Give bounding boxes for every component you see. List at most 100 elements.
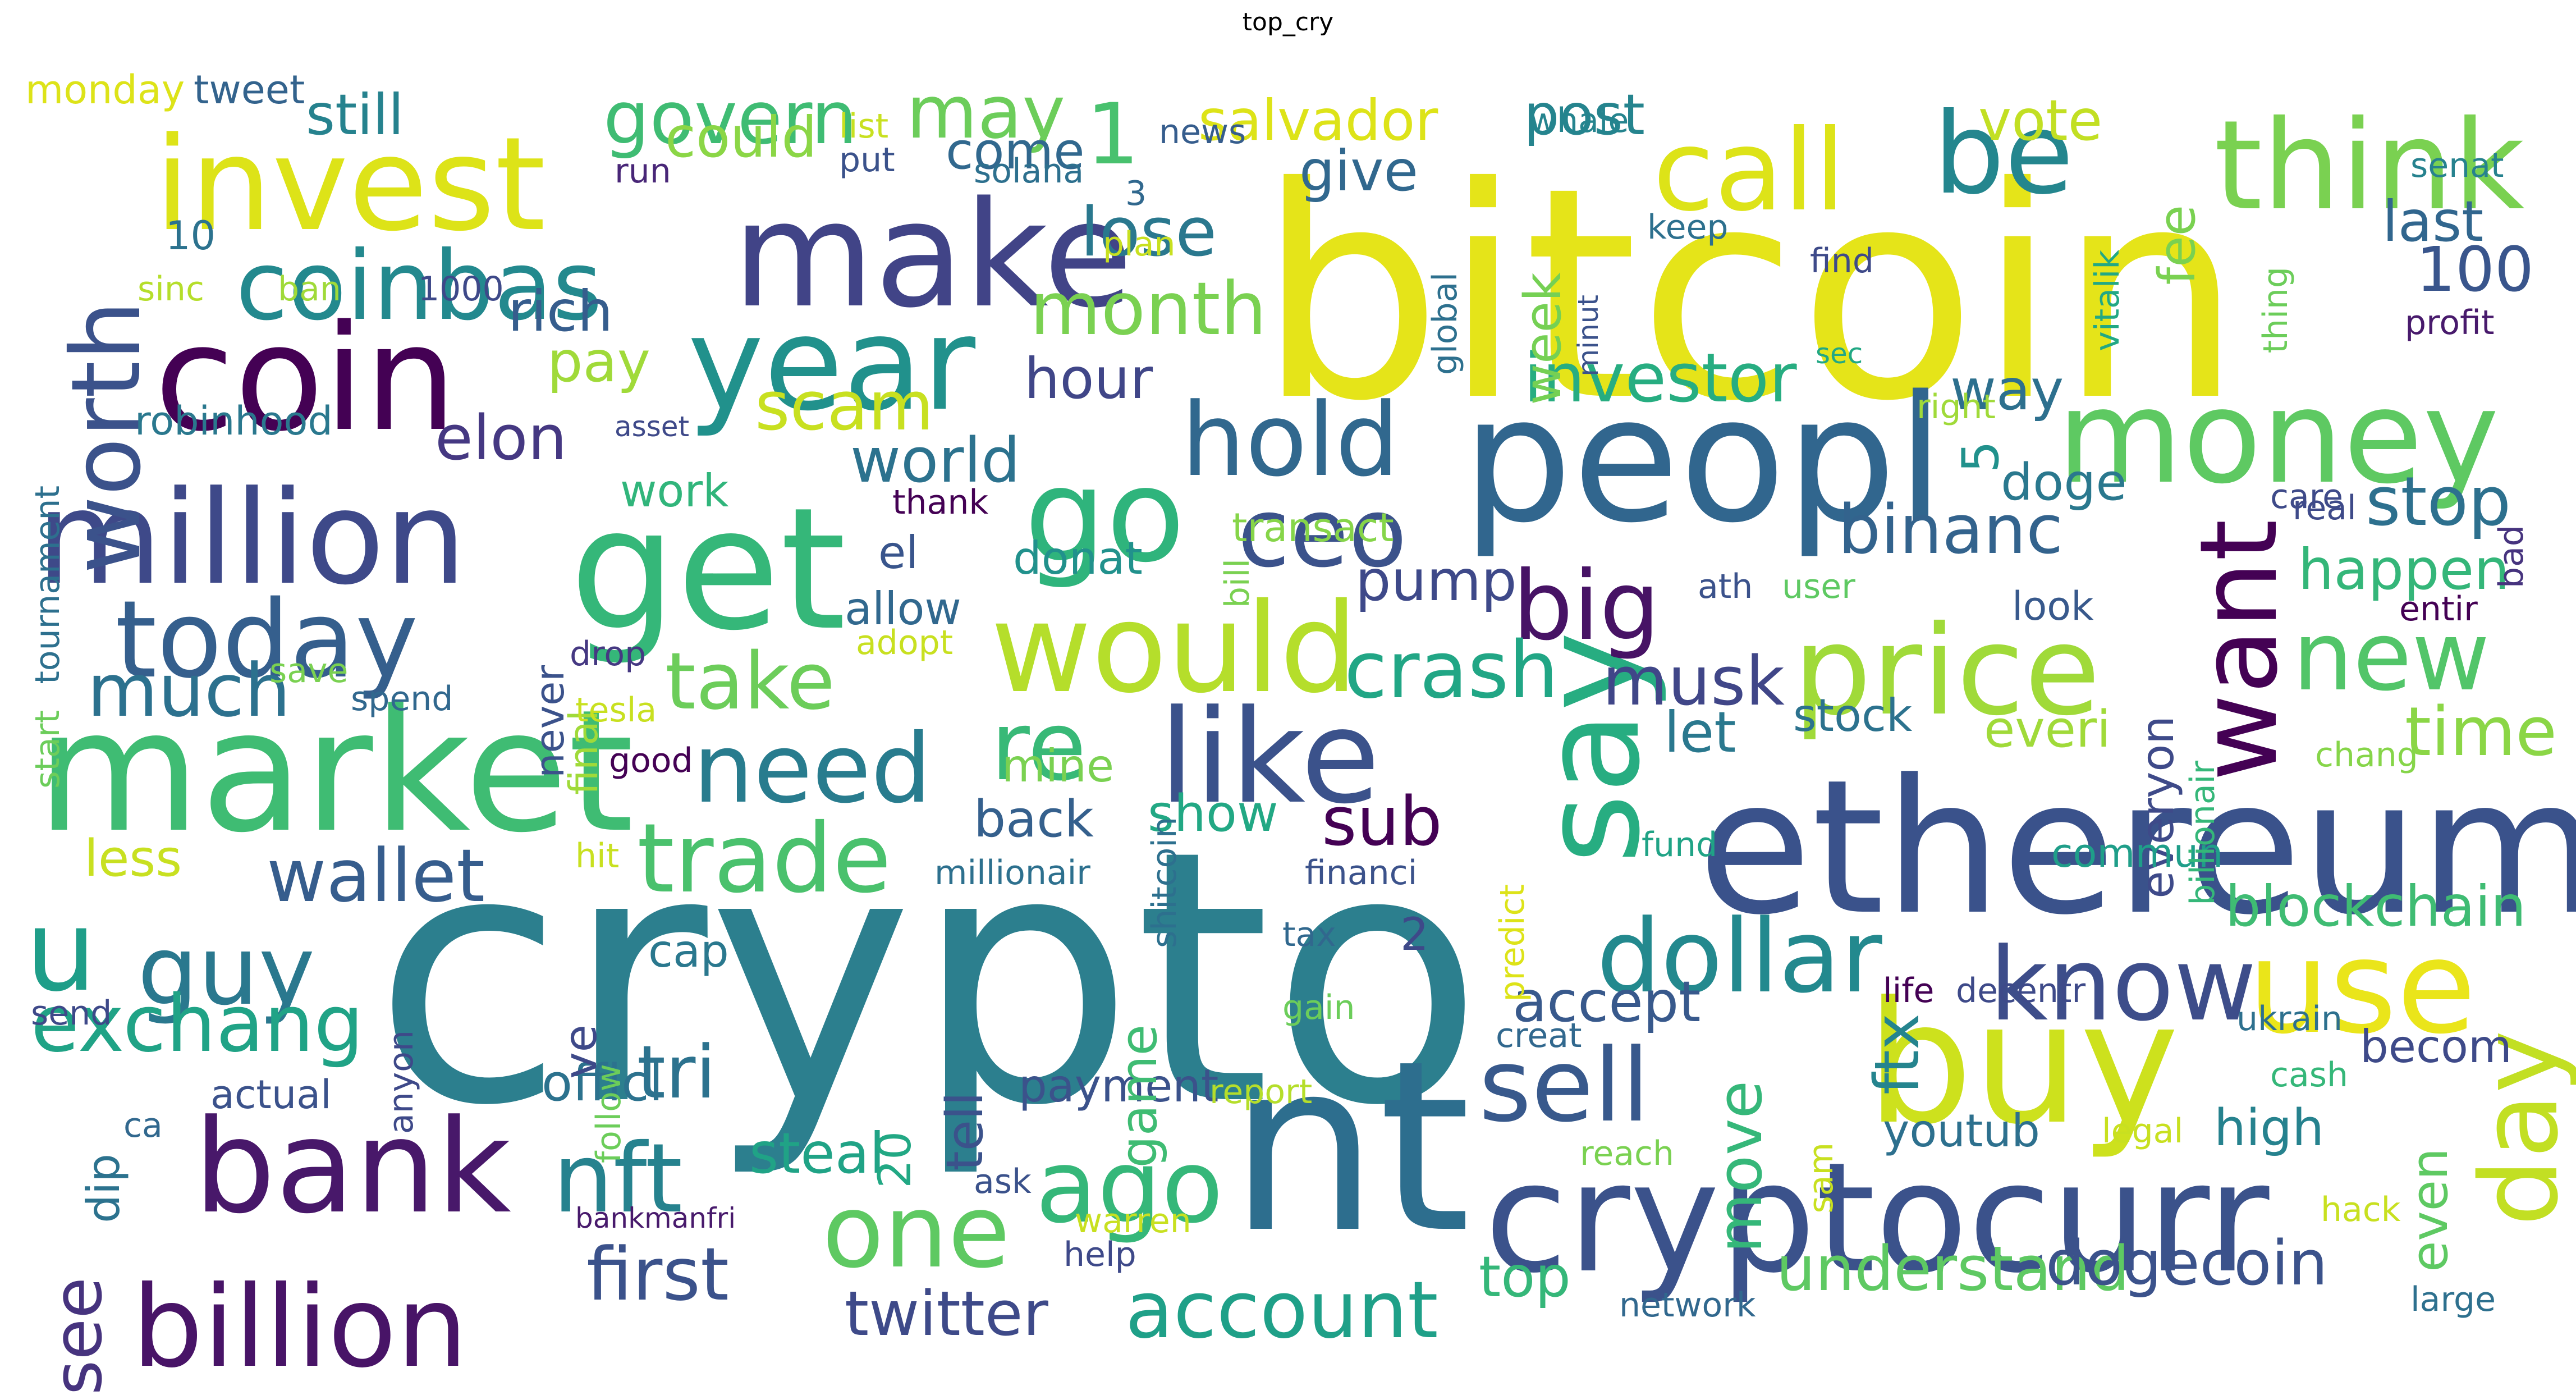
cloud-word-ftx: ftx xyxy=(1861,1013,1933,1095)
cloud-word-would: would xyxy=(991,577,1358,720)
cloud-word-much: much xyxy=(87,648,291,733)
cloud-word-thank: thank xyxy=(892,483,989,522)
cloud-word-way: way xyxy=(1950,357,2064,423)
cloud-word-ceo: ceo xyxy=(1237,478,1408,589)
cloud-word-happen: happen xyxy=(2298,537,2510,602)
cloud-word-chang: chang xyxy=(2315,735,2418,775)
cloud-word-stop: stop xyxy=(2366,463,2511,541)
cloud-word-blockchain: blockchain xyxy=(2225,873,2527,939)
cloud-word-nt: nt xyxy=(1229,1010,1471,1285)
cloud-word-actual: actual xyxy=(210,1072,332,1118)
cloud-word-today: today xyxy=(115,578,419,702)
cloud-word-accept: accept xyxy=(1512,969,1701,1035)
cloud-word-look: look xyxy=(2012,583,2094,629)
cloud-word-asset: asset xyxy=(615,410,690,443)
cloud-word-doge: doge xyxy=(2001,453,2127,512)
chart-title: top_cry xyxy=(1242,8,1334,36)
cloud-word-hold: hold xyxy=(1181,382,1400,499)
cloud-word-sub: sub xyxy=(1322,783,1442,861)
cloud-word-guy: guy xyxy=(137,916,315,1027)
cloud-word-good: good xyxy=(609,741,693,780)
cloud-word-make: make xyxy=(732,171,1133,340)
cloud-word-call: call xyxy=(1653,106,1846,236)
cloud-word-tesla: tesla xyxy=(575,690,657,730)
cloud-word-hit: hit xyxy=(575,836,620,876)
cloud-word-1000: 1000 xyxy=(418,269,504,309)
cloud-word-help: help xyxy=(1064,1235,1136,1274)
cloud-word-robinhood: robinhood xyxy=(135,398,333,444)
cloud-word-million: million xyxy=(36,464,467,614)
cloud-word-1: 1 xyxy=(1086,86,1140,184)
cloud-word-see: see xyxy=(39,1277,117,1395)
cloud-word-news: news xyxy=(1159,112,1246,152)
cloud-word-use: use xyxy=(2248,913,2477,1063)
cloud-word-first: first xyxy=(586,1232,730,1317)
cloud-word-legal: legal xyxy=(2102,1112,2184,1151)
cloud-word-monday: monday xyxy=(25,67,185,113)
cloud-word-dip: dip xyxy=(77,1154,130,1223)
cloud-word-twitter: twitter xyxy=(845,1278,1048,1350)
cloud-word-life: life xyxy=(1883,971,1935,1010)
cloud-word-let: let xyxy=(1664,699,1736,765)
cloud-word-even: even xyxy=(2400,1148,2459,1273)
cloud-word-go: go xyxy=(1024,441,1185,591)
cloud-word-give: give xyxy=(1299,138,1418,204)
cloud-word-tax: tax xyxy=(1282,915,1336,954)
cloud-word-100: 100 xyxy=(2416,234,2534,305)
cloud-word-cryptocurr: cryptocurr xyxy=(1484,1129,2270,1306)
cloud-word-investor: investor xyxy=(1524,340,1797,418)
cloud-word-creat: creat xyxy=(1496,1016,1582,1055)
cloud-word-becom: becom xyxy=(2360,1021,2512,1073)
cloud-word-still: still xyxy=(306,82,404,148)
cloud-word-plan: plan xyxy=(1103,225,1176,264)
cloud-word-transact: transact xyxy=(1232,505,1394,551)
cloud-word-could: could xyxy=(665,104,817,170)
cloud-word-u: u xyxy=(25,886,97,1017)
cloud-word-crypto: crypto xyxy=(373,777,1484,1182)
cloud-word-show: show xyxy=(1148,784,1278,843)
cloud-word-last: last xyxy=(2382,189,2484,254)
cloud-word-week: week xyxy=(1514,272,1573,405)
cloud-word-less: less xyxy=(84,829,182,888)
cloud-word-list: list xyxy=(839,107,889,146)
cloud-word-ask: ask xyxy=(974,1162,1032,1201)
cloud-word-real: real xyxy=(2293,488,2357,528)
cloud-word-payment: payment xyxy=(1019,1060,1219,1112)
cloud-word-dollar: dollar xyxy=(1597,898,1882,1016)
cloud-word-10: 10 xyxy=(166,213,216,259)
cloud-word-pump: pump xyxy=(1355,548,1517,614)
cloud-word-profit: profit xyxy=(2405,303,2495,342)
cloud-word-report: report xyxy=(1209,1072,1313,1112)
cloud-word-save: save xyxy=(269,651,349,690)
cloud-word-want: want xyxy=(2177,519,2301,781)
cloud-word-bad: bad xyxy=(2492,525,2531,588)
cloud-word-fee: fee xyxy=(2148,205,2207,285)
cloud-word-el: el xyxy=(878,527,919,579)
cloud-word-cap: cap xyxy=(648,925,729,977)
cloud-word-new: new xyxy=(2293,601,2490,712)
cloud-word-account: account xyxy=(1125,1265,1438,1356)
cloud-word-govern: govern xyxy=(603,75,858,161)
cloud-word-bill: bill xyxy=(1218,559,1257,609)
cloud-word-put: put xyxy=(839,140,895,180)
cloud-word-month: month xyxy=(1030,266,1267,351)
cloud-word-know: know xyxy=(1990,926,2257,1044)
cloud-word-ca: ca xyxy=(123,1106,163,1145)
cloud-word-cash: cash xyxy=(2270,1055,2349,1095)
cloud-word-world: world xyxy=(850,424,1020,496)
cloud-word-year: year xyxy=(687,290,976,440)
cloud-word-lose: lose xyxy=(1080,194,1217,272)
cloud-word-anyon: anyon xyxy=(382,1030,421,1135)
cloud-word-ath: ath xyxy=(1698,567,1753,606)
cloud-word-ago: ago xyxy=(1035,1128,1223,1246)
cloud-word-ban: ban xyxy=(278,269,341,309)
cloud-word-tweet: tweet xyxy=(194,67,305,113)
cloud-word-musk: musk xyxy=(1602,643,1785,721)
cloud-word-vote: vote xyxy=(1978,88,2103,153)
cloud-word-buy: buy xyxy=(1866,966,2180,1161)
cloud-word-think: think xyxy=(2214,94,2525,237)
cloud-word-hour: hour xyxy=(1024,346,1153,411)
cloud-word-billionair: billionair xyxy=(2183,761,2222,905)
cloud-word-hack: hack xyxy=(2321,1190,2401,1229)
cloud-word-minut: minut xyxy=(1572,295,1605,377)
